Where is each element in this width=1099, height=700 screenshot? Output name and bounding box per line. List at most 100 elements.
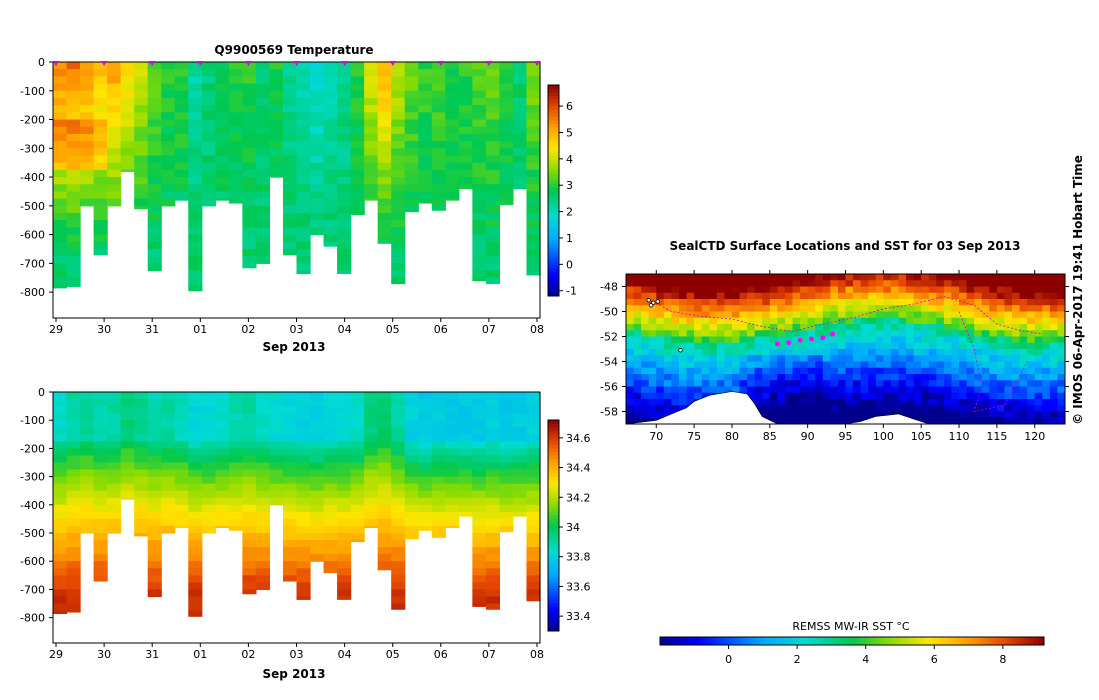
sst-cell [1042, 411, 1051, 419]
sst-cell [845, 280, 854, 287]
sst-cell [996, 305, 1005, 312]
section-cell [174, 427, 189, 435]
sst-cell [694, 311, 703, 319]
section-cell [228, 162, 243, 171]
map-colorbar-step [823, 637, 829, 645]
section-cell [472, 241, 487, 250]
colorbar-tick-label: 4 [566, 153, 573, 166]
sst-cell [777, 330, 786, 337]
section-cell [431, 76, 446, 85]
section-cell [282, 220, 298, 228]
section-cell [310, 518, 325, 527]
colorbar-step [548, 564, 559, 569]
sst-cell [694, 367, 703, 375]
sst-cell [860, 305, 869, 312]
sst-cell [1027, 305, 1036, 312]
sst-cell [731, 311, 741, 319]
section-cell [120, 434, 135, 442]
section-cell [255, 169, 271, 178]
section-cell [526, 434, 541, 442]
section-cell [66, 568, 81, 576]
sst-cell [1004, 280, 1013, 287]
sst-cell [989, 280, 998, 287]
y-tick-label: -600 [20, 229, 45, 242]
section-cell [188, 610, 203, 617]
section-cell [93, 497, 108, 506]
sst-cell [663, 324, 672, 331]
section-cell [391, 490, 406, 499]
sst-cell [784, 311, 794, 319]
section-cell [418, 69, 433, 77]
section-cell [269, 155, 284, 164]
section-cell [526, 169, 541, 178]
sst-cell [709, 386, 718, 394]
sst-cell [724, 286, 733, 294]
section-cell [296, 263, 311, 272]
section-cell [161, 441, 176, 450]
section-cell [161, 90, 176, 99]
section-cell [377, 105, 392, 113]
section-cell [499, 448, 514, 457]
sst-cell [1004, 386, 1013, 394]
sst-cell [830, 336, 839, 344]
map-colorbar-step [804, 637, 810, 645]
sst-cell [784, 374, 794, 381]
map-colorbar-tick-label: 2 [794, 653, 801, 666]
sst-cell [1019, 361, 1028, 369]
section-cell [431, 184, 446, 193]
section-cell [485, 263, 501, 272]
section-cell [188, 220, 203, 228]
section-cell [418, 406, 433, 414]
sst-cell [1057, 367, 1066, 375]
sst-cell [868, 355, 877, 362]
section-cell [282, 533, 298, 541]
section-cell [228, 490, 243, 499]
section-cell [364, 191, 379, 200]
section-cell [458, 392, 473, 400]
sst-cell [875, 355, 884, 362]
sst-cell [678, 349, 688, 356]
section-cell [296, 413, 311, 421]
colorbar-step [548, 88, 559, 93]
sst-cell [898, 392, 907, 400]
colorbar-step [548, 616, 559, 621]
sst-cell [959, 417, 968, 425]
sst-cell [943, 280, 952, 287]
sst-cell [784, 330, 794, 337]
sst-cell [641, 299, 650, 306]
section-cell [228, 392, 243, 400]
sst-cell [656, 311, 665, 319]
section-cell [93, 141, 108, 149]
sst-cell [989, 386, 998, 394]
section-cell [364, 141, 379, 149]
section-cell [107, 198, 122, 207]
sst-cell [875, 380, 884, 387]
section-cell [66, 427, 81, 435]
map-colorbar-step [674, 637, 680, 645]
section-cell [296, 97, 311, 106]
section-cell [80, 133, 95, 142]
section-cell [337, 148, 352, 157]
sst-cell [853, 336, 862, 344]
sst-cell [1057, 355, 1066, 362]
section-cell [215, 184, 230, 193]
section-cell [499, 105, 514, 113]
section-cell [458, 511, 473, 517]
sst-cell [875, 392, 884, 400]
section-cell [418, 119, 433, 128]
section-cell [80, 504, 95, 513]
section-cell [472, 575, 487, 583]
section-cell [418, 525, 433, 531]
sst-cell [890, 355, 899, 362]
section-cell [255, 504, 271, 513]
section-cell [350, 392, 365, 400]
section-cell [215, 504, 230, 513]
section-cell [431, 476, 446, 485]
section-cell [66, 476, 81, 485]
sst-cell [981, 317, 990, 325]
section-cell [120, 483, 135, 492]
section-cell [485, 589, 501, 598]
section-cell [188, 90, 203, 99]
sst-cell [633, 311, 642, 319]
section-cell [134, 62, 149, 70]
